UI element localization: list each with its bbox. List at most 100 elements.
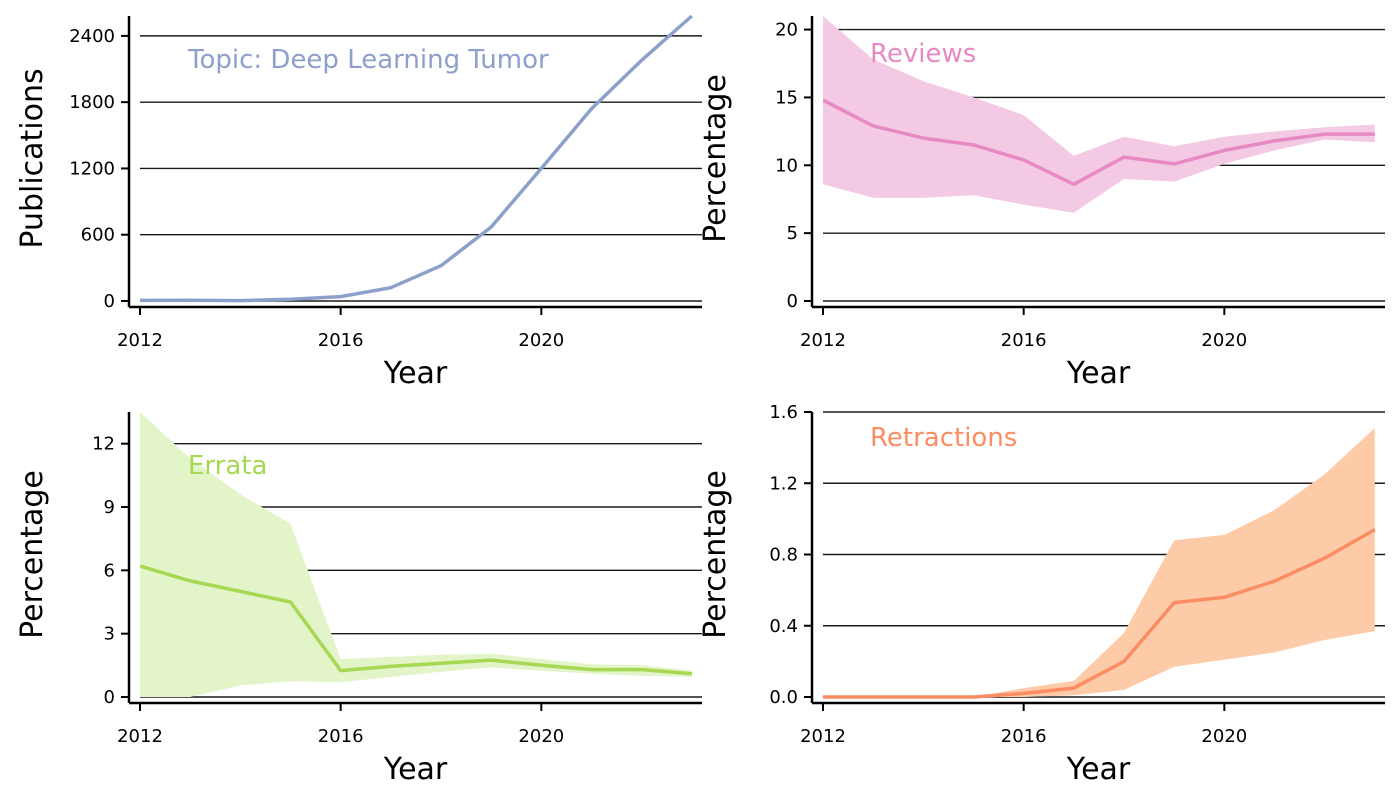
- y-axis-label: Percentage: [15, 470, 50, 639]
- y-tick-label: 600: [81, 225, 115, 246]
- data-point: [1323, 132, 1327, 136]
- x-axis-label: Year: [383, 356, 448, 391]
- x-tick-label: 2016: [318, 330, 364, 351]
- y-tick-label: 0: [787, 291, 798, 312]
- y-axis-label: Percentage: [698, 470, 733, 639]
- x-tick-label: 2012: [117, 330, 163, 351]
- series-line: [140, 564, 692, 676]
- chart-panel-3: 0 3 6 9 12 2012 2016 2020 Year Percentage Errata: [15, 412, 702, 787]
- confidence-band: [823, 428, 1375, 697]
- y-axis-label: Percentage: [698, 74, 733, 243]
- data-point: [138, 298, 142, 302]
- y-tick-label: 2400: [69, 26, 115, 47]
- data-point: [439, 264, 443, 268]
- y-tick-label: 1800: [69, 92, 115, 113]
- data-point: [921, 136, 925, 140]
- x-tick-label: 2016: [318, 726, 364, 747]
- panel-annotation: Reviews: [870, 39, 976, 69]
- confidence-band: [140, 412, 692, 697]
- data-point: [489, 658, 493, 662]
- y-axis-label: Publications: [15, 68, 50, 248]
- y-tick-label: 0.0: [769, 687, 798, 708]
- x-axis-label: Year: [1066, 356, 1131, 391]
- y-tick-label: 0.4: [769, 616, 798, 637]
- data-point: [539, 166, 543, 170]
- data-point: [1122, 659, 1126, 663]
- y-tick-label: 3: [104, 624, 115, 645]
- data-point: [640, 668, 644, 672]
- y-tick-label: 6: [104, 560, 115, 581]
- data-point: [1072, 686, 1076, 690]
- data-point: [1222, 595, 1226, 599]
- data-point: [1172, 162, 1176, 166]
- x-tick-label: 2016: [1001, 726, 1047, 747]
- data-point: [1373, 528, 1377, 532]
- data-point: [1273, 139, 1277, 143]
- x-tick-label: 2020: [518, 726, 564, 747]
- x-axis-label: Year: [1066, 752, 1131, 787]
- data-point: [539, 663, 543, 667]
- data-point: [690, 14, 694, 18]
- x-tick-label: 2020: [1201, 330, 1247, 351]
- y-tick-label: 10: [775, 155, 798, 176]
- y-tick-label: 1200: [69, 158, 115, 179]
- data-point: [289, 600, 293, 604]
- series-line: [823, 528, 1376, 699]
- data-point: [188, 298, 192, 302]
- x-tick-label: 2012: [117, 726, 163, 747]
- y-tick-label: 0: [104, 687, 115, 708]
- y-tick-label: 15: [775, 87, 798, 108]
- y-tick-label: 0: [104, 291, 115, 312]
- panel-annotation: Retractions: [870, 423, 1017, 453]
- data-point: [339, 295, 343, 299]
- data-point: [1122, 155, 1126, 159]
- x-axis-label: Year: [383, 752, 448, 787]
- chart-panel-2: 0 5 10 15 20 2012 2016 2020 Year Percentage Review…: [698, 16, 1385, 391]
- data-point: [1373, 132, 1377, 136]
- data-point: [821, 98, 825, 102]
- data-point: [389, 664, 393, 668]
- data-point: [238, 589, 242, 593]
- chart-panel-1: 0 600 1200 1800 2400 2012 2016 2020 Year Publicat…: [15, 14, 702, 391]
- data-point: [972, 695, 976, 699]
- series-line: [823, 98, 1375, 187]
- data-point: [489, 225, 493, 229]
- data-point: [1323, 556, 1327, 560]
- y-tick-label: 5: [787, 223, 798, 244]
- chart-panel-4: 0.0 0.4 0.8 1.2 1.6 2012 2016 2020 Year Percentag…: [698, 402, 1385, 787]
- x-tick-label: 2012: [800, 330, 846, 351]
- panel-annotation: Topic: Deep Learning Tumor: [187, 45, 549, 75]
- x-tick-label: 2020: [518, 330, 564, 351]
- data-point: [871, 695, 875, 699]
- panel-annotation: Errata: [188, 451, 267, 481]
- x-tick-label: 2020: [1201, 726, 1247, 747]
- data-point: [871, 124, 875, 128]
- data-point: [1273, 579, 1277, 583]
- confidence-band: [823, 16, 1375, 213]
- data-point: [590, 668, 594, 672]
- y-tick-label: 0.8: [769, 545, 798, 566]
- x-tick-label: 2012: [800, 726, 846, 747]
- y-tick-label: 20: [775, 20, 798, 41]
- data-point: [339, 669, 343, 673]
- data-point: [1172, 601, 1176, 605]
- data-point: [1222, 148, 1226, 152]
- data-point: [389, 286, 393, 290]
- data-point: [1022, 158, 1026, 162]
- data-point: [921, 695, 925, 699]
- data-point: [590, 107, 594, 111]
- data-point: [238, 299, 242, 303]
- data-point: [1022, 691, 1026, 695]
- data-point: [138, 564, 142, 568]
- data-point: [1072, 182, 1076, 186]
- data-point: [289, 297, 293, 301]
- data-point: [439, 661, 443, 665]
- y-tick-label: 1.6: [769, 402, 798, 423]
- y-tick-label: 1.2: [769, 473, 798, 494]
- data-point: [188, 579, 192, 583]
- data-point: [821, 695, 825, 699]
- x-tick-label: 2016: [1001, 330, 1047, 351]
- y-tick-label: 12: [92, 434, 115, 455]
- data-point: [640, 58, 644, 62]
